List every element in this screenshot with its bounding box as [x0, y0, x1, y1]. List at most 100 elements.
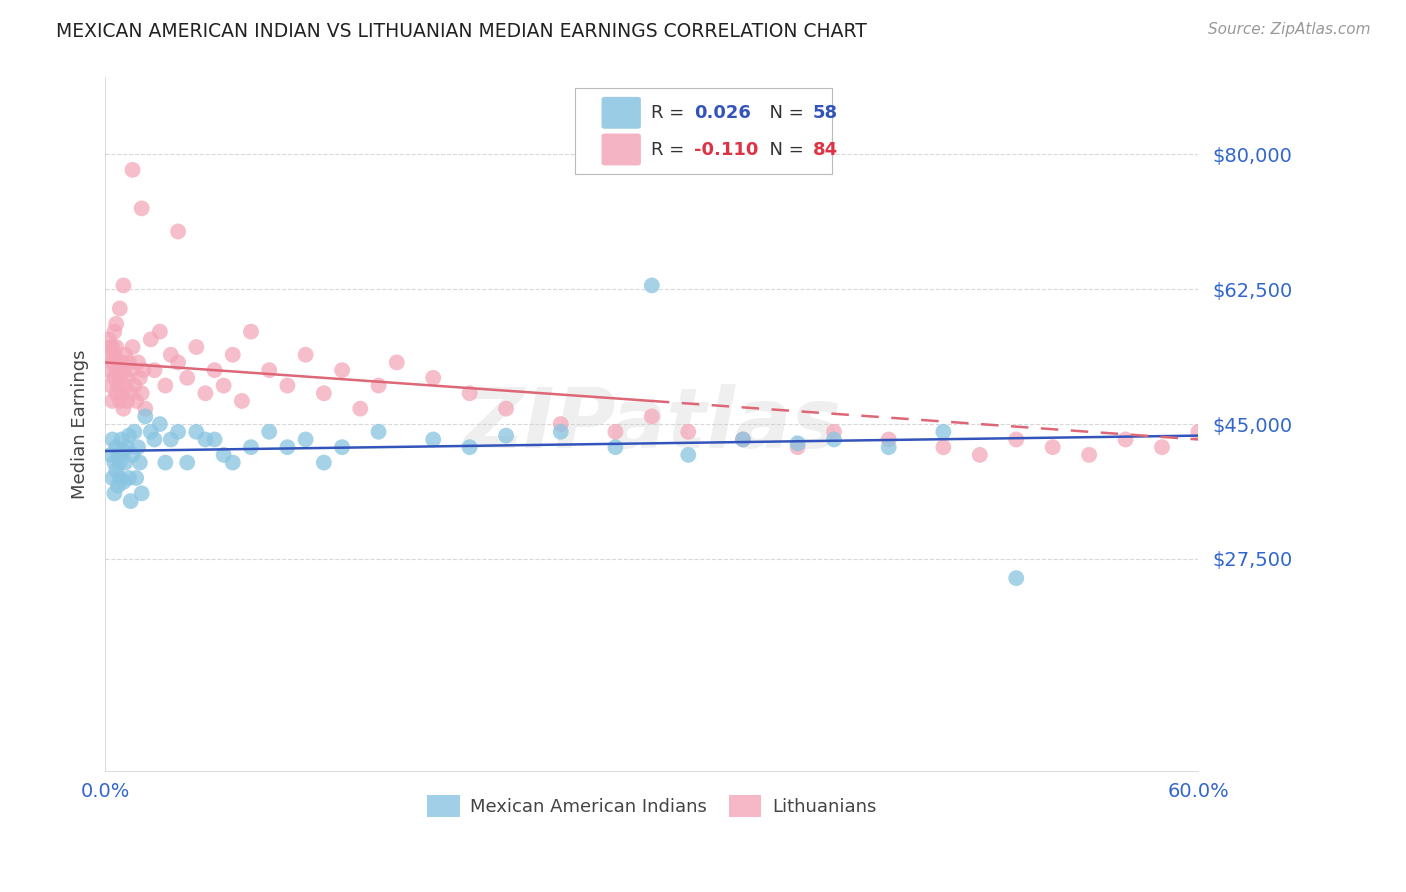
Point: [231, 394, 253, 409]
Point: [105, 340, 128, 354]
Point: [167, 355, 190, 369]
Point: [134, 401, 156, 416]
Point: [212, 378, 235, 392]
Point: [112, 475, 135, 489]
Point: [110, 433, 132, 447]
Point: [240, 440, 263, 454]
Point: [240, 325, 263, 339]
Text: ZIPatlas: ZIPatlas: [463, 384, 841, 465]
Point: [349, 401, 371, 416]
Point: [1078, 448, 1101, 462]
Point: [1187, 425, 1209, 439]
Point: [212, 448, 235, 462]
Point: [108, 471, 131, 485]
Point: [786, 436, 808, 450]
Point: [101, 394, 124, 409]
Point: [139, 425, 162, 439]
Point: [105, 363, 128, 377]
Point: [127, 440, 149, 454]
Point: [103, 486, 125, 500]
Point: [877, 440, 900, 454]
Point: [1005, 433, 1028, 447]
Y-axis label: Median Earnings: Median Earnings: [72, 350, 89, 499]
Point: [678, 448, 700, 462]
Point: [120, 494, 142, 508]
Point: [458, 386, 481, 401]
Text: R =: R =: [651, 141, 690, 159]
Point: [194, 433, 217, 447]
Point: [121, 340, 143, 354]
Point: [276, 440, 298, 454]
Point: [131, 486, 153, 500]
Point: [127, 355, 149, 369]
Point: [155, 456, 177, 470]
Point: [159, 348, 181, 362]
Text: 0.026: 0.026: [695, 103, 751, 122]
Point: [105, 386, 128, 401]
Point: [385, 355, 408, 369]
Point: [97, 332, 120, 346]
Point: [108, 301, 131, 316]
Point: [124, 425, 146, 439]
Text: 58: 58: [813, 103, 838, 122]
Point: [257, 363, 280, 377]
Point: [969, 448, 991, 462]
Point: [103, 371, 125, 385]
Point: [877, 433, 900, 447]
Text: MEXICAN AMERICAN INDIAN VS LITHUANIAN MEDIAN EARNINGS CORRELATION CHART: MEXICAN AMERICAN INDIAN VS LITHUANIAN ME…: [56, 22, 868, 41]
Point: [108, 456, 131, 470]
Point: [143, 433, 166, 447]
Point: [121, 448, 143, 462]
Point: [176, 371, 198, 385]
Text: Source: ZipAtlas.com: Source: ZipAtlas.com: [1208, 22, 1371, 37]
Point: [131, 386, 153, 401]
FancyBboxPatch shape: [602, 97, 641, 128]
Point: [110, 386, 132, 401]
Point: [105, 463, 128, 477]
Point: [112, 401, 135, 416]
Point: [186, 425, 208, 439]
Point: [108, 394, 131, 409]
Point: [222, 456, 245, 470]
Point: [128, 456, 150, 470]
Point: [367, 378, 389, 392]
Point: [641, 409, 664, 424]
Point: [312, 456, 335, 470]
Text: N =: N =: [758, 103, 810, 122]
Point: [103, 348, 125, 362]
Point: [107, 355, 129, 369]
Point: [124, 378, 146, 392]
Point: [101, 340, 124, 354]
Point: [222, 348, 245, 362]
Point: [294, 433, 316, 447]
Point: [330, 440, 353, 454]
Point: [114, 348, 136, 362]
Point: [100, 448, 122, 462]
Point: [112, 363, 135, 377]
Point: [1150, 440, 1173, 454]
Point: [121, 162, 143, 177]
Point: [110, 355, 132, 369]
Point: [186, 340, 208, 354]
Point: [97, 363, 120, 377]
Point: [101, 355, 124, 369]
Text: 84: 84: [813, 141, 838, 159]
Point: [107, 478, 129, 492]
Point: [131, 202, 153, 216]
Point: [125, 471, 148, 485]
Point: [167, 225, 190, 239]
Point: [1115, 433, 1137, 447]
Point: [312, 386, 335, 401]
Point: [167, 425, 190, 439]
Point: [103, 325, 125, 339]
Point: [101, 433, 124, 447]
Point: [100, 378, 122, 392]
Point: [823, 433, 845, 447]
Point: [495, 401, 517, 416]
Point: [128, 371, 150, 385]
Point: [96, 348, 118, 362]
Point: [458, 440, 481, 454]
Point: [139, 332, 162, 346]
Point: [204, 433, 226, 447]
Point: [155, 378, 177, 392]
